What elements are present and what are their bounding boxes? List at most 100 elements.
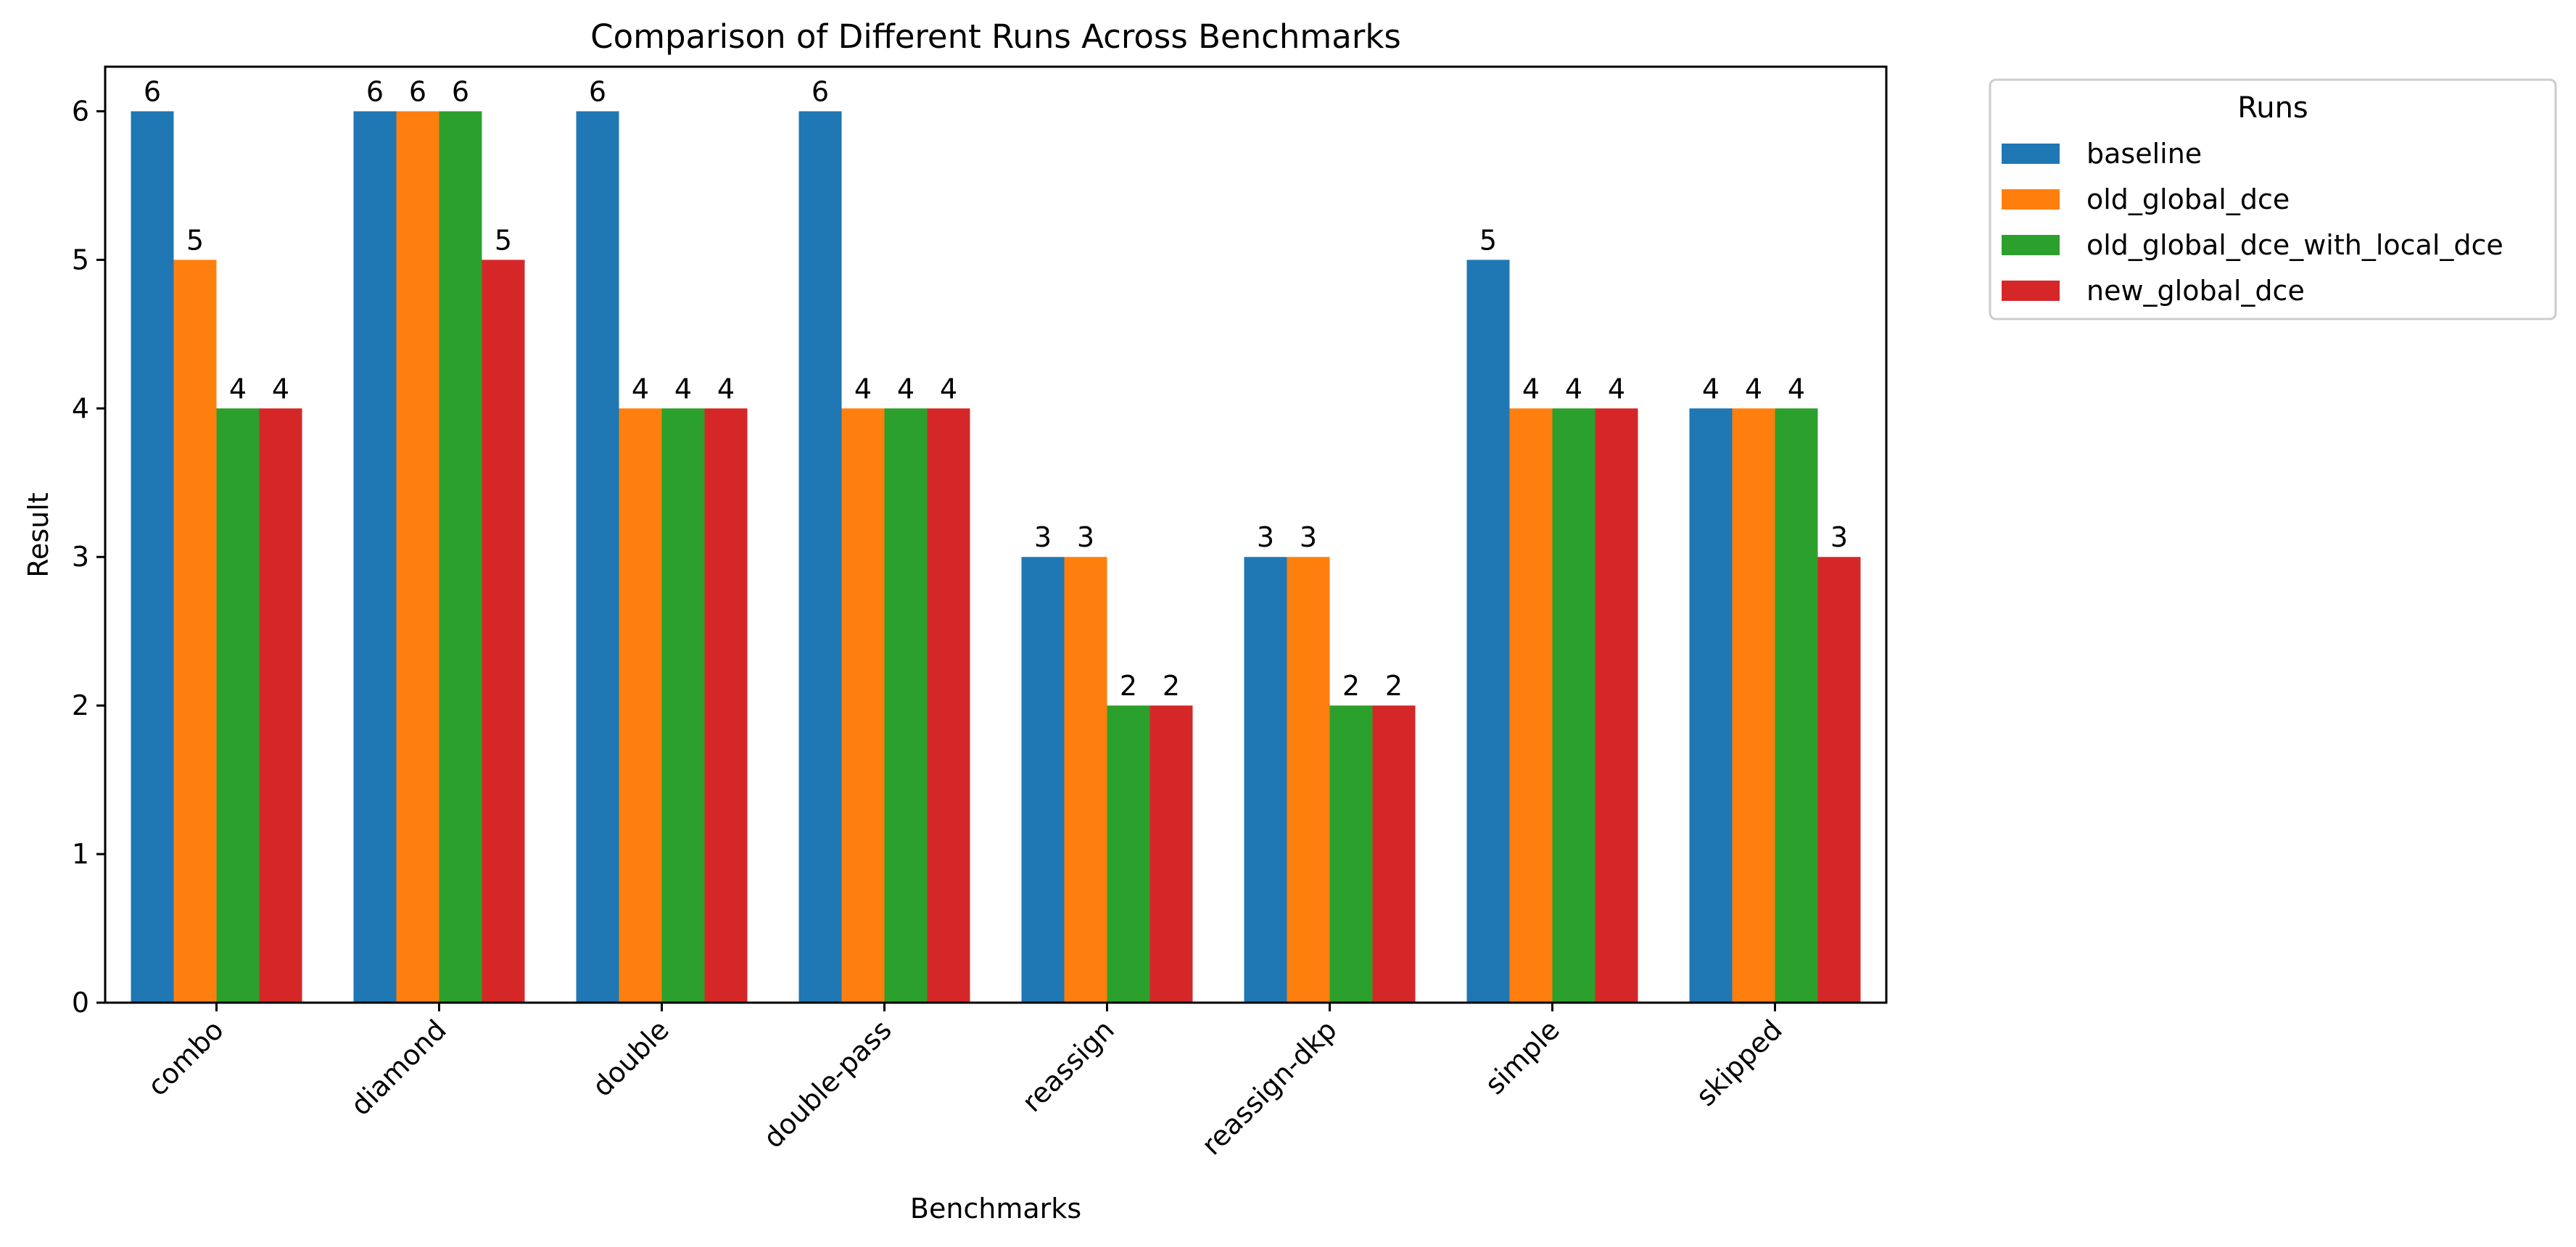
bar-reassign-dkp-new_global_dce: [1372, 705, 1416, 1003]
data-label: 5: [186, 224, 204, 256]
x-tick-label-simple: simple: [1479, 1014, 1566, 1101]
data-label: 4: [1745, 373, 1762, 405]
data-label: 3: [1830, 521, 1848, 553]
bar-skipped-new_global_dce: [1817, 557, 1861, 1003]
y-tick-label: 4: [72, 392, 89, 424]
data-label: 3: [1257, 521, 1274, 553]
legend-swatch-new_global_dce: [2002, 281, 2060, 301]
data-label: 5: [1479, 224, 1497, 256]
bar-diamond-old_global_dce_with_local_dce: [439, 111, 482, 1003]
data-label: 4: [1608, 373, 1625, 405]
bar-combo-old_global_dce: [173, 260, 217, 1003]
x-tick-label-reassign: reassign: [1016, 1014, 1120, 1118]
x-tick-label-skipped: skipped: [1690, 1014, 1788, 1112]
data-label: 4: [897, 373, 915, 405]
legend-label-new_global_dce: new_global_dce: [2086, 275, 2305, 307]
data-label: 6: [589, 75, 606, 107]
data-label: 4: [229, 373, 247, 405]
bar-diamond-baseline: [353, 111, 397, 1003]
data-label: 4: [1702, 373, 1720, 405]
data-label: 2: [1163, 670, 1180, 702]
data-label: 4: [1565, 373, 1582, 405]
x-axis-label: Benchmarks: [910, 1193, 1081, 1225]
data-label: 4: [854, 373, 872, 405]
data-label: 3: [1077, 521, 1094, 553]
x-tick-label-combo: combo: [141, 1014, 230, 1102]
legend-label-old_global_dce_with_local_dce: old_global_dce_with_local_dce: [2086, 229, 2503, 261]
y-tick-label: 6: [72, 95, 89, 127]
x-tick-label-reassign-dkp: reassign-dkp: [1195, 1014, 1342, 1161]
data-label: 2: [1120, 670, 1137, 702]
y-tick-label: 3: [72, 541, 89, 573]
legend-swatch-old_global_dce_with_local_dce: [2002, 235, 2060, 255]
bar-diamond-new_global_dce: [482, 260, 525, 1003]
data-label: 4: [1788, 373, 1805, 405]
bar-reassign-new_global_dce: [1149, 705, 1193, 1003]
data-label: 4: [940, 373, 957, 405]
data-label: 6: [812, 75, 829, 107]
bar-simple-old_global_dce_with_local_dce: [1552, 408, 1595, 1003]
legend: Runs baseline old_global_dce old_global_dc…: [1989, 78, 2557, 320]
bar-double-new_global_dce: [704, 408, 748, 1003]
data-label: 2: [1385, 670, 1403, 702]
chart-title: Comparison of Different Runs Across Benc…: [590, 17, 1401, 56]
bar-simple-baseline: [1466, 260, 1510, 1003]
bar-combo-old_global_dce_with_local_dce: [216, 408, 260, 1003]
x-tick-label-diamond: diamond: [344, 1014, 453, 1122]
legend-swatch-old_global_dce: [2002, 189, 2060, 210]
bar-double-baseline: [576, 111, 619, 1003]
data-label: 6: [409, 75, 426, 107]
x-axis: combo diamond double double-pass reassign rea…: [141, 1003, 1788, 1161]
data-label: 6: [144, 75, 161, 107]
bar-reassign-dkp-old_global_dce_with_local_dce: [1329, 705, 1373, 1003]
y-axis-label: Result: [22, 492, 54, 577]
data-label: 4: [717, 373, 735, 405]
bar-reassign-old_global_dce_with_local_dce: [1107, 705, 1150, 1003]
bar-double-old_global_dce: [619, 408, 662, 1003]
y-axis: 0 1 2 3 4 5 6: [72, 95, 105, 1019]
data-label: 4: [272, 373, 289, 405]
bar-reassign-dkp-old_global_dce: [1287, 557, 1330, 1003]
bar-combo-new_global_dce: [259, 408, 302, 1003]
x-tick-label-double-pass: double-pass: [757, 1014, 898, 1154]
bar-skipped-old_global_dce: [1732, 408, 1775, 1003]
data-label: 3: [1300, 521, 1317, 553]
legend-label-baseline: baseline: [2086, 138, 2202, 170]
data-label: 4: [632, 373, 649, 405]
y-tick-label: 5: [72, 244, 89, 276]
data-label: 5: [495, 224, 512, 256]
bar-simple-old_global_dce: [1509, 408, 1553, 1003]
x-tick-label-double: double: [586, 1014, 675, 1103]
bar-diamond-old_global_dce: [396, 111, 439, 1003]
bar-reassign-dkp-baseline: [1244, 557, 1287, 1003]
bar-reassign-old_global_dce: [1064, 557, 1107, 1003]
bar-skipped-baseline: [1689, 408, 1733, 1003]
data-label: 6: [366, 75, 384, 107]
bar-combo-baseline: [131, 111, 174, 1003]
bar-simple-new_global_dce: [1595, 408, 1638, 1003]
legend-items: baseline old_global_dce old_global_dce_wit…: [2002, 138, 2503, 307]
legend-swatch-baseline: [2002, 144, 2060, 164]
data-label: 4: [674, 373, 692, 405]
y-tick-label: 1: [72, 838, 89, 870]
data-label: 3: [1034, 521, 1052, 553]
bar-double-pass-new_global_dce: [927, 408, 970, 1003]
bar-double-old_global_dce_with_local_dce: [661, 408, 705, 1003]
y-tick-label: 2: [72, 689, 89, 721]
data-label: 2: [1342, 670, 1360, 702]
plot-area-frame: [104, 65, 1888, 1004]
y-tick-label: 0: [72, 987, 89, 1019]
legend-label-old_global_dce: old_global_dce: [2086, 183, 2290, 215]
bar-double-pass-baseline: [798, 111, 842, 1003]
bar-double-pass-old_global_dce_with_local_dce: [884, 408, 928, 1003]
bar-double-pass-old_global_dce: [841, 408, 885, 1003]
legend-frame: [1989, 78, 2557, 320]
bar-skipped-old_global_dce_with_local_dce: [1775, 408, 1818, 1003]
data-label: 6: [452, 75, 469, 107]
legend-title: Runs: [2237, 91, 2308, 125]
data-label: 4: [1522, 373, 1540, 405]
bar-reassign-baseline: [1021, 557, 1065, 1003]
bars-group: [131, 111, 1861, 1003]
